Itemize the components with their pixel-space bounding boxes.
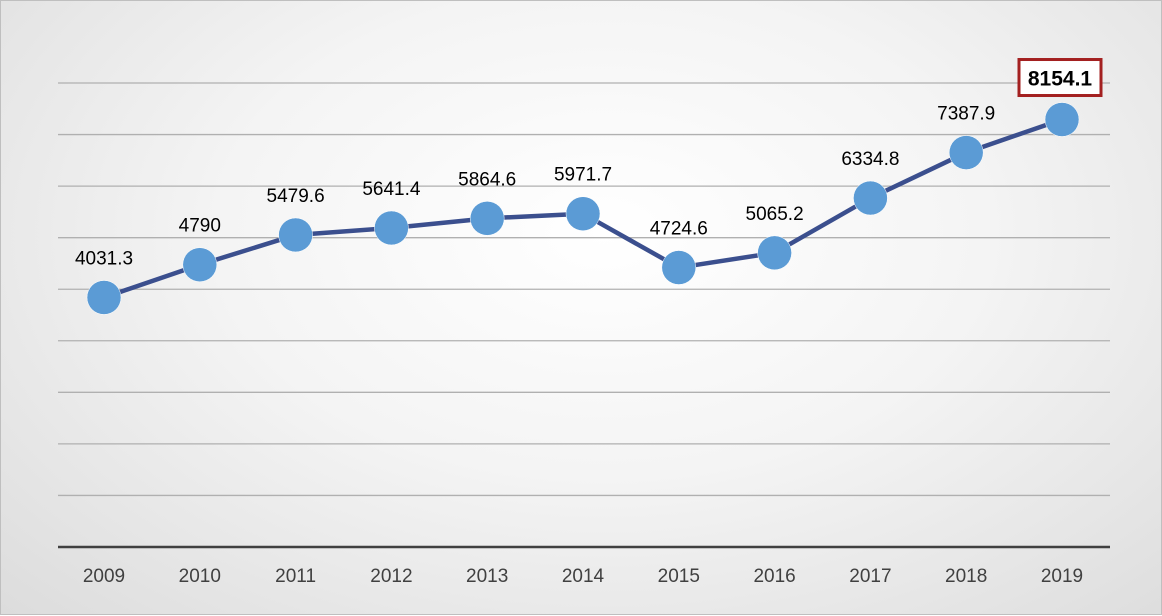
x-tick-label: 2011 (275, 566, 316, 587)
x-tick-label: 2010 (179, 566, 221, 587)
data-point-marker (182, 247, 218, 282)
data-point-marker (1044, 102, 1080, 137)
x-tick-label: 2018 (945, 566, 987, 587)
data-point-marker (757, 235, 792, 271)
x-tick-label: 2016 (753, 566, 795, 587)
data-point-marker (469, 201, 505, 236)
data-label: 4724.6 (650, 219, 708, 240)
data-label: 5479.6 (267, 186, 325, 207)
data-label: 5864.6 (458, 169, 516, 190)
x-tick-label: 2013 (466, 566, 508, 587)
data-point-marker (661, 250, 697, 285)
data-label-highlighted: 8154.1 (1028, 68, 1093, 91)
data-label: 6334.8 (841, 149, 899, 170)
data-point-marker (374, 210, 409, 246)
x-tick-label: 2009 (83, 566, 125, 587)
data-point-marker (278, 217, 313, 253)
data-label: 7387.9 (937, 104, 995, 125)
x-tick-label: 2012 (370, 566, 412, 587)
x-tick-label: 2017 (849, 566, 891, 587)
x-tick-label: 2014 (562, 566, 605, 587)
data-label: 5971.7 (554, 165, 612, 186)
data-point-marker (853, 180, 888, 216)
data-point-marker (565, 196, 601, 231)
data-label: 5641.4 (362, 179, 421, 200)
data-label: 4031.3 (75, 248, 133, 269)
data-label: 5065.2 (746, 204, 804, 225)
data-point-marker (86, 280, 122, 315)
highlight-label-box (1017, 58, 1103, 98)
data-label: 4790 (179, 216, 221, 237)
data-point-marker (948, 135, 984, 170)
x-tick-label: 2015 (658, 566, 700, 587)
x-tick-label: 2019 (1041, 566, 1083, 587)
